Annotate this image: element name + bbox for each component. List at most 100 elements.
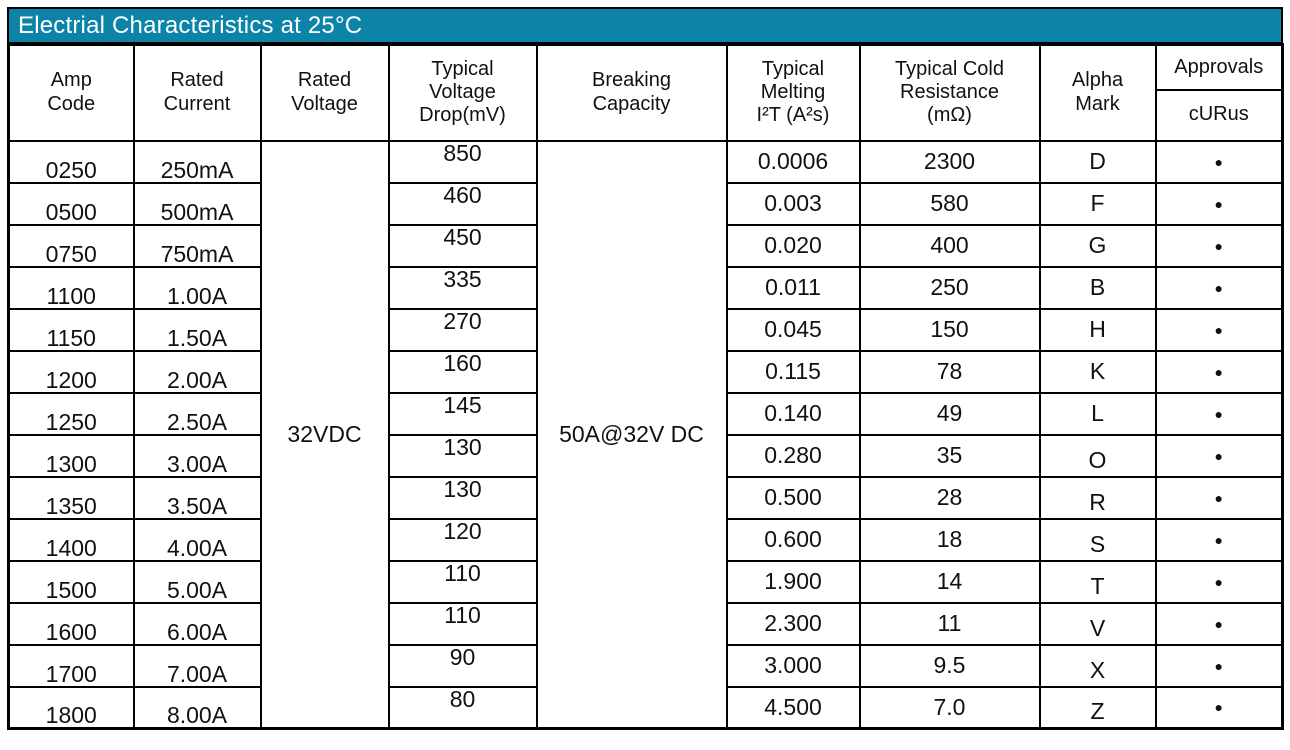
amp-code-cell: 1700 bbox=[7, 643, 135, 688]
alpha-mark-cell: F bbox=[1038, 181, 1157, 226]
table-row: 1500 5.00A 110 1.900 14 T ● bbox=[7, 559, 1284, 604]
alpha-mark-cell: R bbox=[1038, 475, 1157, 520]
curus-approval-dot: ● bbox=[1154, 265, 1284, 310]
amp-code-cell: 1500 bbox=[7, 559, 135, 604]
alpha-mark-cell: V bbox=[1038, 601, 1157, 646]
voltage-drop-cell: 850 bbox=[387, 139, 538, 184]
alpha-mark-cell: O bbox=[1038, 433, 1157, 478]
header-rated-current: Rated Current bbox=[132, 43, 262, 142]
amp-code-cell: 1100 bbox=[7, 265, 135, 310]
rated-current-cell: 8.00A bbox=[132, 685, 262, 730]
cold-resistance-cell: 2300 bbox=[858, 139, 1041, 184]
cold-resistance-cell: 49 bbox=[858, 391, 1041, 436]
rated-current-cell: 7.00A bbox=[132, 643, 262, 688]
rated-current-cell: 750mA bbox=[132, 223, 262, 268]
curus-approval-dot: ● bbox=[1154, 559, 1284, 604]
alpha-mark-cell: D bbox=[1038, 139, 1157, 184]
rated-current-cell: 250mA bbox=[132, 139, 262, 184]
melting-i2t-cell: 0.0006 bbox=[725, 139, 861, 184]
cold-resistance-cell: 250 bbox=[858, 265, 1041, 310]
voltage-drop-cell: 270 bbox=[387, 307, 538, 352]
curus-approval-dot: ● bbox=[1154, 475, 1284, 520]
melting-i2t-cell: 4.500 bbox=[725, 685, 861, 730]
header-approvals-curus: cURus bbox=[1154, 88, 1284, 142]
rated-current-cell: 6.00A bbox=[132, 601, 262, 646]
table-row: 1250 2.50A 145 0.140 49 L ● bbox=[7, 391, 1284, 436]
amp-code-cell: 1250 bbox=[7, 391, 135, 436]
curus-approval-dot: ● bbox=[1154, 685, 1284, 730]
voltage-drop-cell: 130 bbox=[387, 433, 538, 478]
alpha-mark-cell: X bbox=[1038, 643, 1157, 688]
melting-i2t-cell: 0.045 bbox=[725, 307, 861, 352]
header-melting-i2t: Typical Melting I²T (A²s) bbox=[725, 43, 861, 142]
curus-approval-dot: ● bbox=[1154, 181, 1284, 226]
rated-current-cell: 5.00A bbox=[132, 559, 262, 604]
cold-resistance-cell: 28 bbox=[858, 475, 1041, 520]
table-row: 1400 4.00A 120 0.600 18 S ● bbox=[7, 517, 1284, 562]
amp-code-cell: 1200 bbox=[7, 349, 135, 394]
cold-resistance-cell: 11 bbox=[858, 601, 1041, 646]
curus-approval-dot: ● bbox=[1154, 517, 1284, 562]
alpha-mark-cell: S bbox=[1038, 517, 1157, 562]
curus-approval-dot: ● bbox=[1154, 223, 1284, 268]
curus-approval-dot: ● bbox=[1154, 349, 1284, 394]
amp-code-cell: 0250 bbox=[7, 139, 135, 184]
amp-code-cell: 1800 bbox=[7, 685, 135, 730]
page-title: Electrial Characteristics at 25°C bbox=[18, 11, 363, 39]
table-row: 1350 3.50A 130 0.500 28 R ● bbox=[7, 475, 1284, 520]
header-row-2: cURus bbox=[9, 88, 1284, 142]
rated-current-cell: 2.00A bbox=[132, 349, 262, 394]
table-row: 0500 500mA 460 0.003 580 F ● bbox=[7, 181, 1284, 226]
header-alpha-mark: Alpha Mark bbox=[1038, 43, 1157, 142]
amp-code-cell: 1600 bbox=[7, 601, 135, 646]
voltage-drop-cell: 110 bbox=[387, 559, 538, 604]
voltage-drop-cell: 110 bbox=[387, 601, 538, 646]
alpha-mark-cell: L bbox=[1038, 391, 1157, 436]
electrical-characteristics-table: Amp Code Rated Current Rated Voltage Typ… bbox=[7, 43, 1284, 730]
alpha-mark-cell: Z bbox=[1038, 685, 1157, 730]
cold-resistance-cell: 14 bbox=[858, 559, 1041, 604]
amp-code-cell: 1150 bbox=[7, 307, 135, 352]
table-body: 0250 250mA 32VDC 850 50A@32V DC 0.0006 2… bbox=[7, 139, 1284, 730]
amp-code-cell: 0500 bbox=[7, 181, 135, 226]
alpha-mark-cell: H bbox=[1038, 307, 1157, 352]
amp-code-cell: 1400 bbox=[7, 517, 135, 562]
alpha-mark-cell: T bbox=[1038, 559, 1157, 604]
table-row: 0250 250mA 32VDC 850 50A@32V DC 0.0006 2… bbox=[7, 139, 1284, 730]
header-approvals: Approvals bbox=[1154, 43, 1284, 91]
rated-voltage-merged-cell: 32VDC bbox=[259, 139, 390, 730]
table-row: 1300 3.00A 130 0.280 35 O ● bbox=[7, 433, 1284, 478]
header-breaking-capacity: Breaking Capacity bbox=[535, 43, 728, 142]
alpha-mark-cell: K bbox=[1038, 349, 1157, 394]
table-row: 1800 8.00A 80 4.500 7.0 Z ● bbox=[7, 685, 1284, 730]
rated-current-cell: 3.50A bbox=[132, 475, 262, 520]
melting-i2t-cell: 0.600 bbox=[725, 517, 861, 562]
table-header: Amp Code Rated Current Rated Voltage Typ… bbox=[7, 43, 1284, 142]
melting-i2t-cell: 0.500 bbox=[725, 475, 861, 520]
breaking-capacity-merged-cell: 50A@32V DC bbox=[535, 139, 728, 730]
cold-resistance-cell: 580 bbox=[858, 181, 1041, 226]
rated-current-cell: 1.50A bbox=[132, 307, 262, 352]
voltage-drop-cell: 145 bbox=[387, 391, 538, 436]
cold-resistance-cell: 18 bbox=[858, 517, 1041, 562]
melting-i2t-cell: 0.140 bbox=[725, 391, 861, 436]
amp-code-cell: 1300 bbox=[7, 433, 135, 478]
rated-current-cell: 3.00A bbox=[132, 433, 262, 478]
rated-current-cell: 4.00A bbox=[132, 517, 262, 562]
cold-resistance-cell: 150 bbox=[858, 307, 1041, 352]
alpha-mark-cell: B bbox=[1038, 265, 1157, 310]
header-voltage-drop: Typical Voltage Drop(mV) bbox=[387, 43, 538, 142]
curus-approval-dot: ● bbox=[1154, 307, 1284, 352]
table-row: 1200 2.00A 160 0.115 78 K ● bbox=[7, 349, 1284, 394]
header-row-1: Amp Code Rated Current Rated Voltage Typ… bbox=[7, 43, 1284, 142]
header-cold-resistance: Typical Cold Resistance (mΩ) bbox=[858, 43, 1041, 142]
table-row: 1700 7.00A 90 3.000 9.5 X ● bbox=[7, 643, 1284, 688]
voltage-drop-cell: 450 bbox=[387, 223, 538, 268]
amp-code-cell: 0750 bbox=[7, 223, 135, 268]
cold-resistance-cell: 9.5 bbox=[858, 643, 1041, 688]
cold-resistance-cell: 35 bbox=[858, 433, 1041, 478]
header-amp-code: Amp Code bbox=[7, 43, 135, 142]
voltage-drop-cell: 335 bbox=[387, 265, 538, 310]
alpha-mark-cell: G bbox=[1038, 223, 1157, 268]
melting-i2t-cell: 0.003 bbox=[725, 181, 861, 226]
